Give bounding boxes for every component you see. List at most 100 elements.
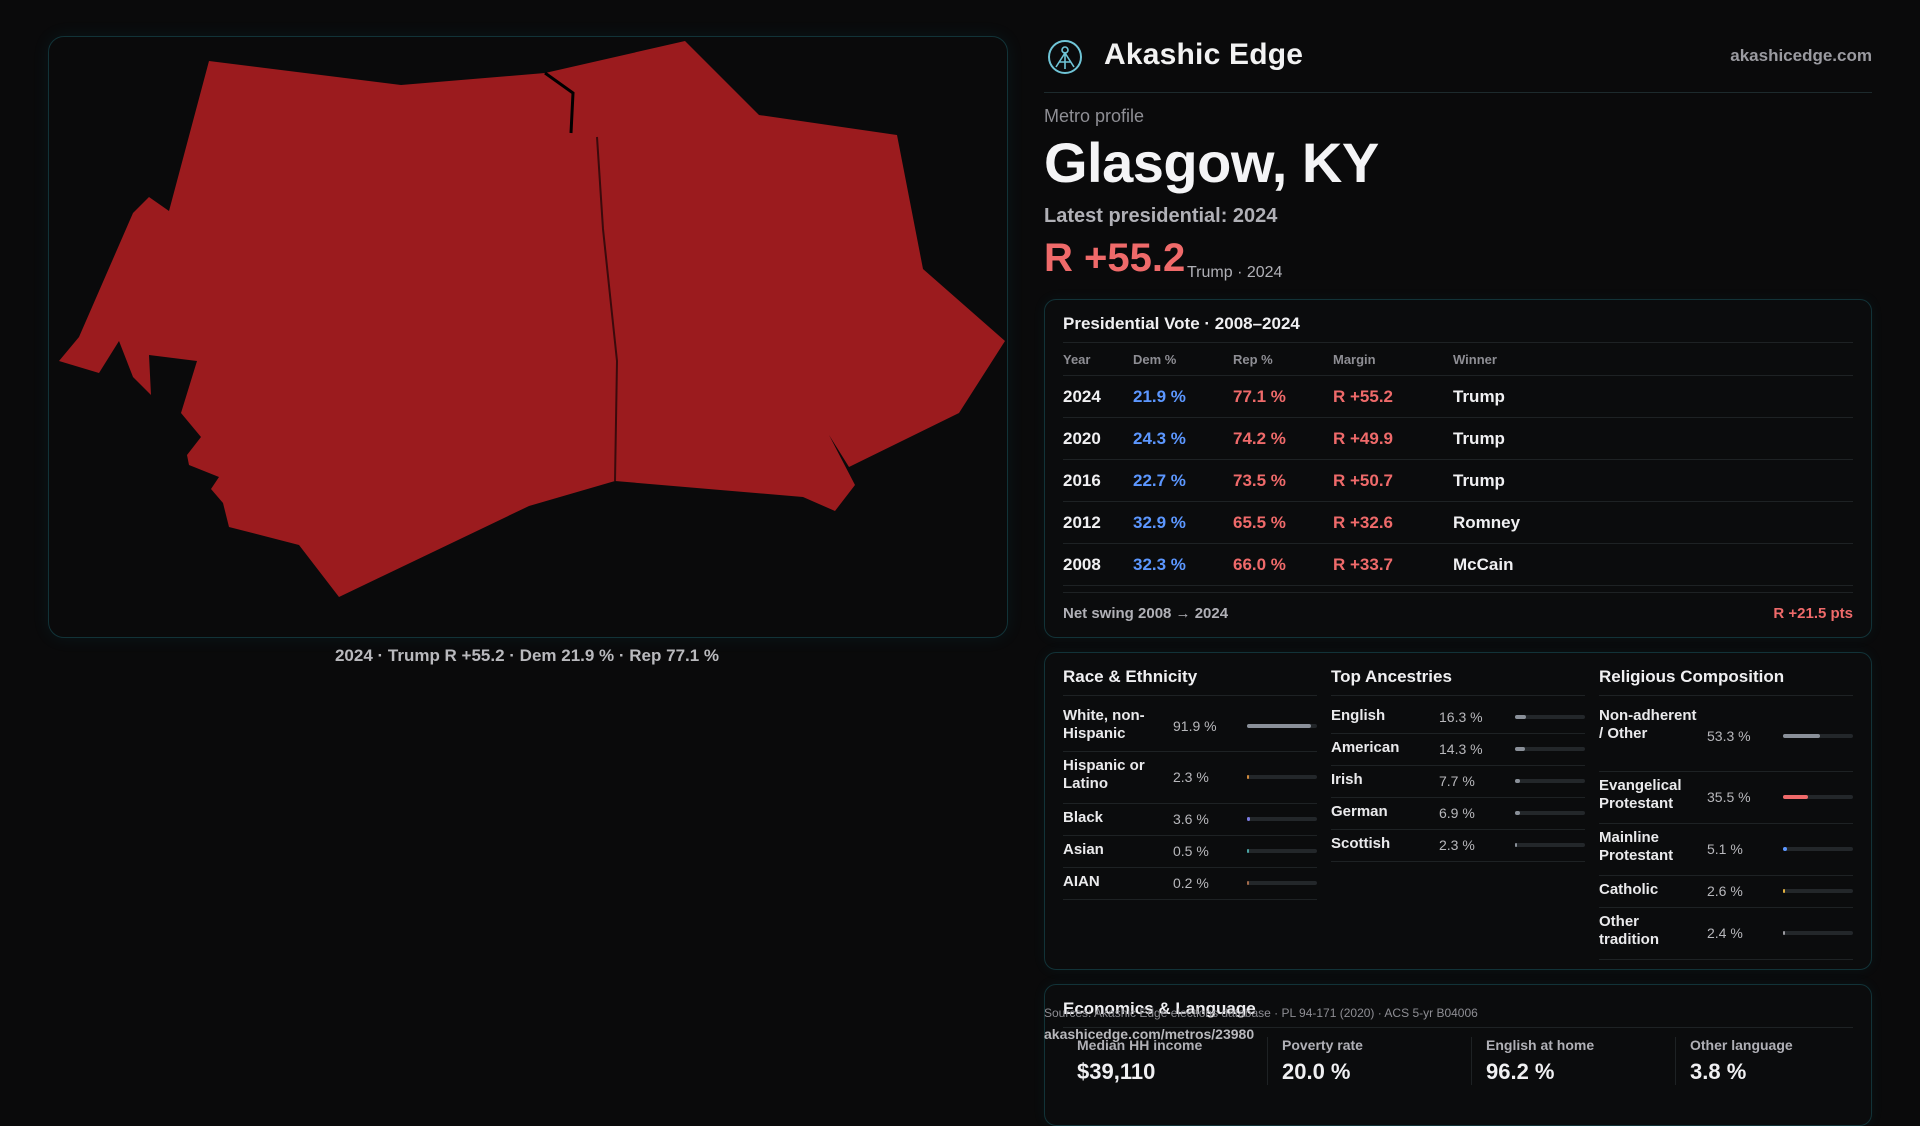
stat-row: German 6.9 % <box>1331 797 1585 830</box>
stat-bar <box>1783 931 1853 935</box>
cell-winner: Romney <box>1453 513 1521 532</box>
stat-row: Black 3.6 % <box>1063 803 1317 836</box>
stat-label: German <box>1331 803 1388 820</box>
cell-dem: 22.7 % <box>1133 471 1186 490</box>
county-map <box>59 41 1005 597</box>
net-swing-value: R +21.5 pts <box>1773 605 1853 622</box>
stat-bar <box>1515 811 1585 815</box>
stat-row: AIAN 0.2 % <box>1063 867 1317 900</box>
page-url-link[interactable]: akashicedge.com/metros/23980 <box>1044 1026 1255 1042</box>
stat-value: 2.6 % <box>1707 883 1743 899</box>
econ-stat: Poverty rate 20.0 % <box>1267 1037 1472 1085</box>
col-header-dem: Dem % <box>1133 352 1177 367</box>
econ-stat: Median HH income $39,110 <box>1063 1037 1267 1085</box>
econ-stat-value: 20.0 % <box>1282 1059 1351 1084</box>
stat-label: Asian <box>1063 841 1104 858</box>
stat-bar <box>1247 849 1317 853</box>
demographics-card: Race & Ethnicity White, non-Hispanic 91.9… <box>1044 652 1872 970</box>
county-border <box>544 71 575 134</box>
table-row[interactable]: 2020 24.3 % 74.2 % R +49.9 Trump <box>1063 417 1853 460</box>
econ-stat-value: 96.2 % <box>1486 1059 1555 1084</box>
stat-value: 2.4 % <box>1707 925 1743 941</box>
race-title: Race & Ethnicity <box>1063 667 1198 686</box>
stat-bar <box>1247 775 1317 779</box>
cell-rep: 73.5 % <box>1233 471 1286 490</box>
stat-row: English 16.3 % <box>1331 701 1585 734</box>
stat-bar-fill <box>1783 889 1785 893</box>
map-caption: 2024 · Trump R +55.2 · Dem 21.9 % · Rep … <box>334 646 720 665</box>
cell-dem: 21.9 % <box>1133 387 1186 406</box>
stat-value: 14.3 % <box>1439 741 1483 757</box>
stat-row: American 14.3 % <box>1331 733 1585 766</box>
stat-row: White, non-Hispanic 91.9 % <box>1063 701 1317 752</box>
econ-stat-value: $39,110 <box>1077 1059 1156 1084</box>
stat-value: 3.6 % <box>1173 811 1209 827</box>
table-row[interactable]: 2008 32.3 % 66.0 % R +33.7 McCain <box>1063 543 1853 586</box>
cell-dem: 32.3 % <box>1133 555 1186 574</box>
stat-bar <box>1247 817 1317 821</box>
county-border <box>596 136 619 482</box>
econ-stat: Other language 3.8 % <box>1675 1037 1880 1085</box>
stat-row: Evangelical Protestant 35.5 % <box>1599 771 1853 824</box>
stat-value: 7.7 % <box>1439 773 1475 789</box>
metro-map[interactable] <box>48 36 1008 638</box>
cell-year: 2016 <box>1063 471 1101 490</box>
stat-label: English <box>1331 707 1386 724</box>
religion-title: Religious Composition <box>1599 667 1785 686</box>
econ-stat-value: 3.8 % <box>1690 1059 1747 1084</box>
sources-note: Sources: Akashic Edge elections database… <box>1044 1006 1478 1020</box>
stat-value: 2.3 % <box>1173 769 1209 785</box>
stat-value: 53.3 % <box>1707 728 1751 744</box>
stat-value: 2.3 % <box>1439 837 1475 853</box>
stat-bar <box>1515 779 1585 783</box>
stat-bar-fill <box>1783 795 1808 799</box>
stat-label: Scottish <box>1331 835 1391 852</box>
stat-bar <box>1247 724 1317 728</box>
stat-row: Mainline Protestant 5.1 % <box>1599 823 1853 876</box>
net-swing-row: Net swing 2008 → 2024 R +21.5 pts <box>1063 592 1853 622</box>
stat-value: 5.1 % <box>1707 841 1743 857</box>
cell-rep: 65.5 % <box>1233 513 1286 532</box>
stat-label: Black <box>1063 809 1104 826</box>
table-row[interactable]: 2012 32.9 % 65.5 % R +32.6 Romney <box>1063 501 1853 544</box>
cell-winner: Trump <box>1453 429 1505 448</box>
stat-bar-fill <box>1515 811 1520 815</box>
stat-label: American <box>1331 739 1400 756</box>
stat-bar-fill <box>1247 775 1249 779</box>
econ-stat-label: Poverty rate <box>1282 1037 1363 1053</box>
site-link[interactable]: akashicedge.com <box>1730 46 1872 65</box>
header: Akashic Edge akashicedge.com <box>1044 36 1872 93</box>
cell-margin: R +50.7 <box>1333 471 1394 490</box>
stat-label: Hispanic or Latino <box>1063 757 1145 792</box>
metro-counties-shape[interactable] <box>59 41 1005 597</box>
stat-value: 16.3 % <box>1439 709 1483 725</box>
col-header-year: Year <box>1063 352 1091 367</box>
latest-winner: Trump · 2024 <box>1187 264 1283 281</box>
akashic-logo-icon <box>1048 40 1082 74</box>
latest-margin: R +55.2 <box>1044 236 1186 280</box>
stat-value: 91.9 % <box>1173 718 1217 734</box>
vote-table: Year Dem % Rep % Margin Winner 2024 21.9… <box>1063 342 1853 586</box>
cell-year: 2020 <box>1063 429 1101 448</box>
econ-stat-label: Median HH income <box>1077 1037 1203 1053</box>
stat-bar-fill <box>1247 881 1249 885</box>
brand-name: Akashic Edge <box>1104 38 1304 71</box>
presidential-vote-card: Presidential Vote · 2008–2024 Year Dem %… <box>1044 299 1872 638</box>
stat-bar-fill <box>1515 779 1521 783</box>
col-header-rep: Rep % <box>1233 352 1273 367</box>
cell-margin: R +32.6 <box>1333 513 1394 532</box>
stat-bar <box>1783 889 1853 893</box>
stat-bar <box>1515 715 1585 719</box>
stat-bar <box>1515 747 1585 751</box>
cell-rep: 77.1 % <box>1233 387 1286 406</box>
stat-row: Irish 7.7 % <box>1331 765 1585 798</box>
economics-title: Economics & Language <box>1063 999 1256 1018</box>
stat-bar-fill <box>1247 724 1312 728</box>
stat-bar-fill <box>1783 931 1785 935</box>
cell-rep: 66.0 % <box>1233 555 1286 574</box>
stat-row: Asian 0.5 % <box>1063 835 1317 868</box>
table-row[interactable]: 2024 21.9 % 77.1 % R +55.2 Trump <box>1063 375 1853 418</box>
stat-label: Non-adherent / Other <box>1599 707 1697 742</box>
stat-row: Non-adherent / Other 53.3 % <box>1599 701 1853 772</box>
table-row[interactable]: 2016 22.7 % 73.5 % R +50.7 Trump <box>1063 459 1853 502</box>
